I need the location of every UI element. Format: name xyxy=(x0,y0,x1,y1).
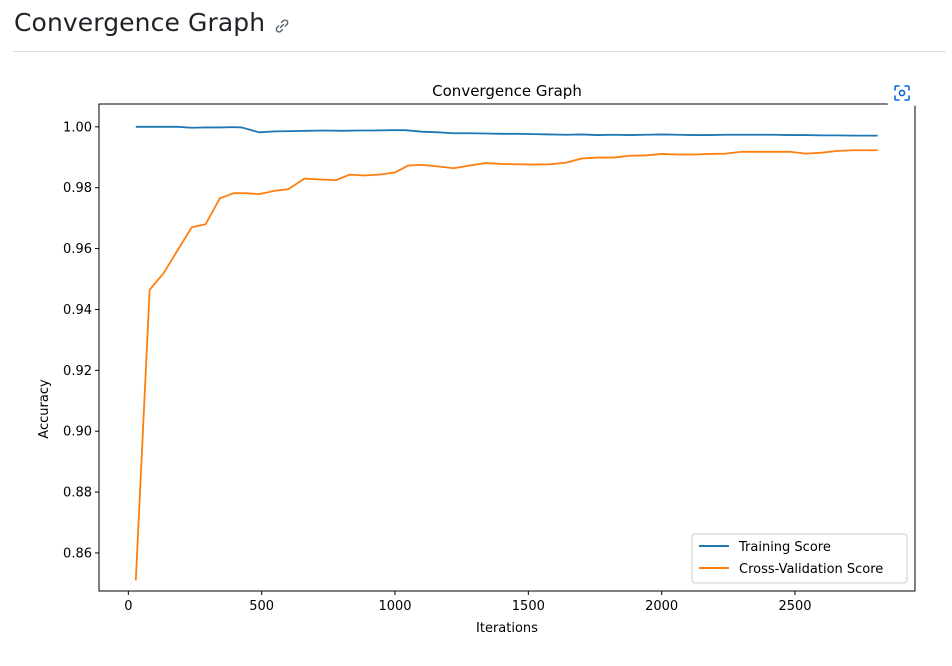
chart-legend: Training Score Cross-Validation Score xyxy=(691,533,908,584)
y-tick-label: 0.98 xyxy=(63,181,92,196)
y-axis: 0.86 0.88 0.90 0.92 0.94 0.96 0.98 1.00 xyxy=(63,120,99,561)
x-tick-label: 0 xyxy=(124,599,132,614)
x-tick-label: 1500 xyxy=(512,599,545,614)
legend-label-cross-validation: Cross-Validation Score xyxy=(739,562,883,577)
x-axis-label: Iterations xyxy=(476,621,538,636)
x-axis: 0 500 1000 1500 2000 2500 xyxy=(124,591,812,614)
link-icon-graphic xyxy=(275,18,289,33)
expand-chart-button[interactable] xyxy=(888,79,916,107)
plot-area xyxy=(98,103,916,592)
convergence-chart: Convergence Graph 0 500 1000 1500 2000 2500 0… xyxy=(37,82,916,636)
y-tick-label: 0.88 xyxy=(63,486,92,501)
section-heading: Convergence Graph xyxy=(14,8,291,37)
legend-label-training: Training Score xyxy=(738,540,831,555)
series-line-training-score xyxy=(135,125,878,137)
x-tick-label: 2500 xyxy=(778,599,811,614)
y-tick-label: 1.00 xyxy=(63,120,92,135)
chart-title: Convergence Graph xyxy=(432,82,582,100)
y-tick-label: 0.94 xyxy=(63,303,92,318)
chart-container: Convergence Graph 0 500 1000 1500 2000 2500 0… xyxy=(0,60,952,662)
focus-expand-icon xyxy=(894,85,910,101)
y-tick-label: 0.96 xyxy=(63,242,92,257)
series-line-cross-validation-score xyxy=(134,149,878,581)
x-tick-label: 1000 xyxy=(378,599,411,614)
y-tick-label: 0.86 xyxy=(63,546,92,561)
y-tick-label: 0.90 xyxy=(63,425,92,440)
x-tick-label: 500 xyxy=(249,599,274,614)
y-tick-label: 0.92 xyxy=(63,364,92,379)
heading-divider xyxy=(13,51,946,52)
link-icon[interactable] xyxy=(273,17,291,35)
series-layer xyxy=(134,125,878,581)
x-tick-label: 2000 xyxy=(645,599,678,614)
legend-box xyxy=(691,533,908,584)
y-axis-label: Accuracy xyxy=(37,379,52,439)
page-title: Convergence Graph xyxy=(14,8,266,37)
